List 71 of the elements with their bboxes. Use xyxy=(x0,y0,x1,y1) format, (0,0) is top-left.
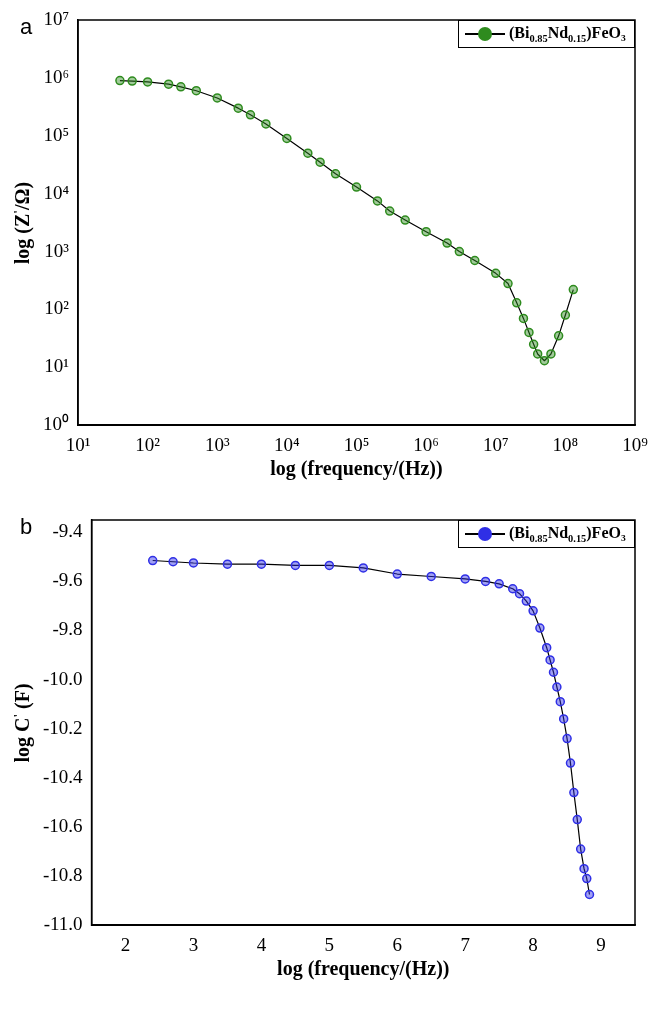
x-axis-title: log (frequency/(Hz)) xyxy=(270,457,443,481)
point xyxy=(552,682,562,692)
legend-label: (Bi$_{0.85}$Nd$_{0.15}$)FeO₃ xyxy=(509,524,626,545)
x-tick-label: 8 xyxy=(528,933,538,955)
x-tick-label: 10⁷ xyxy=(482,433,509,455)
point xyxy=(168,557,178,567)
x-tick-label: 10⁹ xyxy=(622,433,649,455)
x-tick-label: 10² xyxy=(135,433,161,455)
point xyxy=(494,579,504,589)
point xyxy=(528,606,538,616)
point xyxy=(507,584,518,594)
point xyxy=(222,559,233,569)
point xyxy=(147,555,158,566)
x-tick-label: 4 xyxy=(256,933,267,955)
y-tick-label: -11.0 xyxy=(43,913,83,935)
point xyxy=(426,571,436,582)
point xyxy=(575,844,586,854)
point xyxy=(514,588,525,599)
point xyxy=(548,667,559,678)
y-tick-label: 10⁵ xyxy=(43,123,69,145)
x-tick-label: 10⁴ xyxy=(274,433,301,455)
x-axis-title: log (frequency/(Hz)) xyxy=(277,957,450,981)
x-tick-label: 10⁶ xyxy=(413,433,439,455)
y-tick-label: 10⁰ xyxy=(43,413,69,435)
y-tick-label: 10⁶ xyxy=(43,65,69,87)
x-tick-label: 5 xyxy=(324,933,335,955)
point xyxy=(565,758,576,768)
x-tick-label: 10³ xyxy=(204,433,230,455)
point xyxy=(541,642,552,653)
point xyxy=(584,889,595,900)
y-tick-label: 10⁴ xyxy=(43,181,70,203)
point xyxy=(558,714,569,724)
x-tick-label: 10⁸ xyxy=(552,433,579,455)
point xyxy=(579,863,589,874)
y-tick-label: 10² xyxy=(44,297,70,319)
point xyxy=(188,558,199,568)
point xyxy=(545,655,555,665)
x-tick-label: 3 xyxy=(188,933,199,955)
point xyxy=(392,569,402,579)
x-tick-label: 9 xyxy=(596,933,606,955)
point xyxy=(290,560,301,571)
y-tick-label: -10.2 xyxy=(43,716,83,738)
point xyxy=(324,560,335,571)
text: b xyxy=(20,514,33,540)
point xyxy=(460,574,470,584)
y-tick-label: -10.8 xyxy=(43,864,83,886)
point xyxy=(562,733,572,744)
point xyxy=(582,873,592,884)
point xyxy=(569,787,579,798)
point xyxy=(256,559,267,569)
y-tick-label: -9.8 xyxy=(52,618,83,640)
y-tick-label: 10¹ xyxy=(44,355,70,377)
y-tick-label: 10⁷ xyxy=(43,7,69,29)
y-tick-label: -9.4 xyxy=(52,520,84,542)
y-tick-label: -10.6 xyxy=(43,814,83,836)
y-tick-label: 10³ xyxy=(44,239,70,261)
y-tick-label: -9.6 xyxy=(52,569,83,591)
legend-label: (Bi$_{0.85}$Nd$_{0.15}$)FeO₃ xyxy=(509,24,626,45)
x-tick-label: 10⁵ xyxy=(343,433,370,455)
point xyxy=(358,563,369,573)
point xyxy=(521,596,532,606)
x-tick-label: 2 xyxy=(120,933,131,955)
point xyxy=(535,623,545,633)
point xyxy=(480,576,491,587)
text: a xyxy=(20,14,33,40)
y-tick-label: -10.0 xyxy=(43,667,83,689)
point xyxy=(555,696,566,707)
x-tick-label: 6 xyxy=(392,933,402,955)
x-tick-label: 7 xyxy=(460,933,470,955)
y-tick-label: -10.4 xyxy=(43,765,84,787)
point xyxy=(572,814,583,825)
